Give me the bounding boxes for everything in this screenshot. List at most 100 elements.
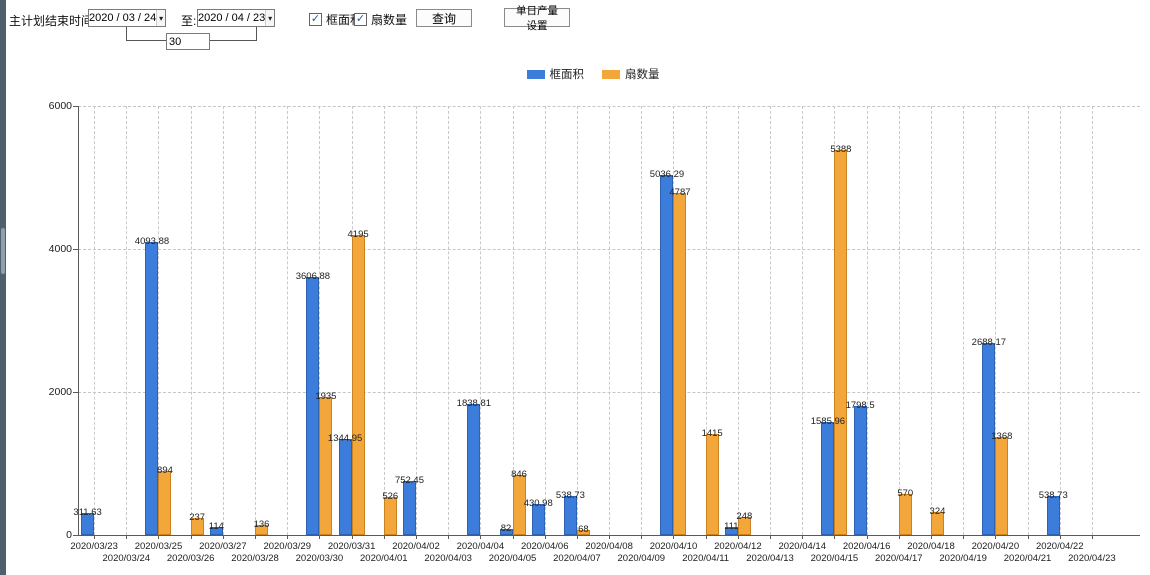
bar-框面积 bbox=[467, 403, 481, 535]
bar-value-label: 538.73 bbox=[555, 490, 585, 502]
v-gridline bbox=[383, 106, 385, 535]
bar-框面积 bbox=[1046, 496, 1060, 535]
v-gridline bbox=[94, 106, 96, 535]
bar-value-label: 311.63 bbox=[73, 506, 102, 518]
bar-value-label: 1415 bbox=[701, 427, 723, 439]
bar-value-label: 1344.95 bbox=[327, 432, 363, 444]
x-axis-label: 2020/03/31 bbox=[327, 541, 376, 552]
x-axis-tick bbox=[770, 535, 772, 539]
bar-框面积 bbox=[821, 421, 835, 535]
x-axis-label: 2020/03/24 bbox=[102, 553, 151, 564]
bar-value-label: 1368 bbox=[991, 431, 1013, 443]
plan-end-time-label: 主计划结束时间: bbox=[9, 14, 97, 28]
x-axis-label: 2020/04/09 bbox=[617, 553, 666, 564]
bar-扇数量 bbox=[995, 437, 1009, 535]
date-from-value: 2020 / 03 / 24 bbox=[89, 12, 157, 24]
date-to-value: 2020 / 04 / 23 bbox=[198, 12, 266, 24]
x-axis-label: 2020/04/15 bbox=[810, 553, 859, 564]
bar-扇数量 bbox=[255, 525, 269, 535]
bar-框面积 bbox=[306, 277, 320, 535]
bar-框面积 bbox=[982, 342, 996, 535]
y-axis-label: 4000 bbox=[48, 243, 72, 255]
interval-days-input[interactable] bbox=[166, 33, 210, 50]
bar-value-label: 114 bbox=[208, 520, 224, 532]
bar-value-label: 4195 bbox=[347, 229, 369, 241]
v-gridline bbox=[609, 106, 611, 535]
bar-value-label: 1585.96 bbox=[810, 415, 846, 427]
query-button[interactable]: 查询 bbox=[416, 9, 472, 27]
v-gridline bbox=[190, 106, 192, 535]
x-axis-tick bbox=[834, 535, 836, 539]
x-axis-label: 2020/04/14 bbox=[778, 541, 826, 552]
v-gridline bbox=[1059, 106, 1061, 535]
x-axis-label: 2020/04/03 bbox=[424, 553, 472, 564]
to-label: 至: bbox=[181, 14, 197, 28]
date-to-picker[interactable]: 2020 / 04 / 23 ▾ bbox=[197, 9, 275, 27]
v-gridline bbox=[512, 106, 514, 535]
daily-output-settings-button[interactable]: 单日产量设置 bbox=[504, 5, 570, 32]
x-axis-tick bbox=[1091, 535, 1093, 539]
x-axis-label: 2020/03/26 bbox=[166, 553, 215, 564]
x-axis-label: 2020/04/20 bbox=[971, 541, 1020, 552]
x-axis-tick bbox=[898, 535, 900, 539]
bar-框面积 bbox=[853, 406, 867, 535]
bar-value-label: 4093.88 bbox=[134, 236, 170, 248]
chevron-down-icon[interactable]: ▾ bbox=[265, 10, 274, 26]
legend-swatch-blue bbox=[526, 69, 545, 79]
x-axis-tick bbox=[1059, 535, 1061, 539]
bar-框面积 bbox=[145, 242, 159, 535]
x-axis-label: 2020/04/02 bbox=[392, 541, 440, 552]
checkbox-checked-icon[interactable]: ✓ bbox=[309, 13, 322, 26]
chevron-down-icon[interactable]: ▾ bbox=[156, 10, 165, 26]
x-axis-label: 2020/04/10 bbox=[649, 541, 698, 552]
legend-label: 框面积 bbox=[549, 69, 585, 81]
x-axis-label: 2020/04/04 bbox=[456, 541, 505, 552]
date-range-connector-right bbox=[206, 27, 257, 41]
checkbox-frame-area[interactable]: ✓ 框面积 bbox=[309, 11, 362, 28]
date-from-picker[interactable]: 2020 / 03 / 24 ▾ bbox=[88, 9, 166, 27]
v-gridline bbox=[930, 106, 932, 535]
bar-扇数量 bbox=[158, 471, 172, 535]
bar-框面积 bbox=[499, 529, 513, 535]
x-axis-tick bbox=[802, 535, 804, 539]
bar-value-label: 538.73 bbox=[1038, 490, 1068, 502]
v-gridline bbox=[480, 106, 482, 535]
x-axis-tick bbox=[383, 535, 385, 539]
bar-value-label: 430.98 bbox=[523, 498, 553, 510]
x-axis-tick bbox=[319, 535, 321, 539]
x-axis-tick bbox=[641, 535, 643, 539]
bar-value-label: 1798.5 bbox=[845, 400, 875, 412]
legend-item-frame-area: 框面积 bbox=[526, 66, 585, 82]
v-gridline bbox=[737, 106, 739, 535]
v-gridline bbox=[770, 106, 772, 535]
v-gridline bbox=[866, 106, 868, 535]
bar-框面积 bbox=[563, 496, 577, 535]
checkbox-fan-count[interactable]: ✓ 扇数量 bbox=[354, 11, 407, 28]
bar-value-label: 752.45 bbox=[394, 475, 424, 487]
x-axis-tick bbox=[222, 535, 224, 539]
bar-框面积 bbox=[209, 526, 223, 535]
v-gridline bbox=[544, 106, 546, 535]
bar-value-label: 68 bbox=[578, 524, 589, 536]
x-axis-label: 2020/03/29 bbox=[263, 541, 311, 552]
bar-value-label: 5036.29 bbox=[649, 168, 685, 180]
x-axis-label: 2020/03/30 bbox=[295, 553, 344, 564]
bar-框面积 bbox=[338, 438, 352, 535]
x-axis-label: 2020/04/21 bbox=[1003, 553, 1052, 564]
bar-框面积 bbox=[660, 174, 674, 535]
y-axis-label: 2000 bbox=[48, 386, 72, 398]
x-axis-label: 2020/04/13 bbox=[746, 553, 794, 564]
chart-legend: 框面积 扇数量 bbox=[0, 66, 1150, 82]
x-axis-label: 2020/04/08 bbox=[585, 541, 633, 552]
v-gridline bbox=[415, 106, 417, 535]
x-axis-tick bbox=[287, 535, 289, 539]
collapsed-side-panel[interactable] bbox=[0, 0, 6, 575]
v-gridline bbox=[995, 106, 997, 535]
v-gridline bbox=[126, 106, 128, 535]
x-axis-tick bbox=[94, 535, 96, 539]
x-axis-label: 2020/04/01 bbox=[360, 553, 408, 564]
checkbox-checked-icon[interactable]: ✓ bbox=[354, 13, 367, 26]
v-gridline bbox=[319, 106, 321, 535]
x-axis-tick bbox=[930, 535, 932, 539]
